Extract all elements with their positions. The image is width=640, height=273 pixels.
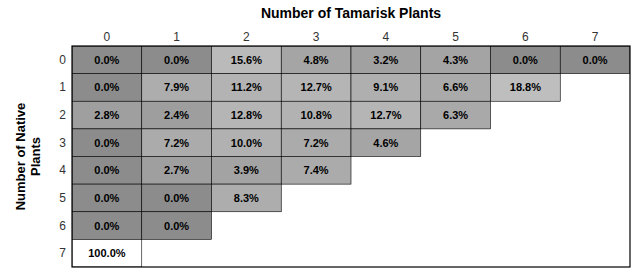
cell — [281, 101, 351, 129]
cell — [142, 129, 212, 157]
cell — [142, 46, 212, 74]
data-label: 3.2% — [373, 54, 398, 66]
x-tick-label: 3 — [313, 30, 320, 44]
data-label: 0.0% — [94, 220, 119, 232]
cell — [491, 74, 561, 102]
cell — [72, 74, 142, 102]
data-label: 0.0% — [94, 164, 119, 176]
data-label: 4.6% — [373, 137, 398, 149]
x-tick-label: 7 — [592, 30, 599, 44]
cell — [142, 74, 212, 102]
data-label: 100.0% — [88, 247, 126, 259]
cell — [281, 46, 351, 74]
data-label: 0.0% — [164, 54, 189, 66]
data-label: 0.0% — [583, 54, 608, 66]
cell — [421, 101, 491, 129]
cell — [142, 101, 212, 129]
cell — [212, 184, 282, 212]
x-tick-label: 0 — [104, 30, 111, 44]
cell — [212, 129, 282, 157]
data-label: 18.8% — [510, 81, 541, 93]
data-label: 12.7% — [370, 109, 401, 121]
data-label: 10.0% — [231, 137, 262, 149]
data-label: 4.3% — [443, 54, 468, 66]
cell — [72, 239, 142, 267]
data-label: 0.0% — [164, 220, 189, 232]
cell — [72, 157, 142, 185]
y-axis-label: Number of NativePlants — [13, 103, 43, 211]
x-tick-label: 5 — [452, 30, 459, 44]
y-tick-label: 7 — [59, 246, 66, 260]
data-label: 0.0% — [94, 54, 119, 66]
cell-labels: 0.0% 0.0% 15.6% 4.8% 3.2% 4.3% 0.0% 0.0% 0.0% 7.9… — [88, 54, 608, 259]
data-label: 2.4% — [164, 109, 189, 121]
cell — [212, 74, 282, 102]
cell — [72, 129, 142, 157]
cell — [72, 46, 142, 74]
x-tick-label: 4 — [383, 30, 390, 44]
y-tick-label: 1 — [59, 80, 66, 94]
cell — [351, 101, 421, 129]
data-label: 10.8% — [301, 109, 332, 121]
data-label: 0.0% — [164, 192, 189, 204]
cell — [421, 46, 491, 74]
x-tick-label: 6 — [522, 30, 529, 44]
data-label: 3.9% — [234, 164, 259, 176]
data-label: 7.2% — [164, 137, 189, 149]
x-tick-label: 2 — [243, 30, 250, 44]
y-tick-label: 2 — [59, 108, 66, 122]
cell — [351, 46, 421, 74]
cell — [351, 129, 421, 157]
y-tick-label: 0 — [59, 53, 66, 67]
data-label: 7.2% — [304, 137, 329, 149]
y-tick-label: 3 — [59, 136, 66, 150]
cell — [281, 157, 351, 185]
cell — [212, 46, 282, 74]
cell — [72, 212, 142, 240]
cell — [212, 157, 282, 185]
data-label: 7.9% — [164, 81, 189, 93]
frame — [72, 46, 630, 267]
cell — [281, 74, 351, 102]
y-tick-label: 4 — [59, 163, 66, 177]
data-label: 8.3% — [234, 192, 259, 204]
data-label: 2.7% — [164, 164, 189, 176]
cell — [72, 101, 142, 129]
cell — [491, 46, 561, 74]
data-label: 0.0% — [94, 137, 119, 149]
cell — [72, 184, 142, 212]
data-label: 12.8% — [231, 109, 262, 121]
cell — [142, 212, 212, 240]
data-label: 7.4% — [304, 164, 329, 176]
x-axis-label: Number of Tamarisk Plants — [261, 5, 441, 21]
data-label: 6.3% — [443, 109, 468, 121]
data-label: 11.2% — [231, 81, 262, 93]
chart: 0.0% 0.0% 15.6% 4.8% 3.2% 4.3% 0.0% 0.0% 0.0% 7.9… — [0, 0, 640, 273]
y-tick-label: 6 — [59, 219, 66, 233]
cell — [560, 46, 630, 74]
cell — [212, 101, 282, 129]
cells — [72, 46, 630, 267]
cell — [281, 129, 351, 157]
cell — [142, 157, 212, 185]
cell — [351, 74, 421, 102]
data-label: 4.8% — [304, 54, 329, 66]
cell — [142, 184, 212, 212]
data-label: 12.7% — [301, 81, 332, 93]
data-label: 2.8% — [94, 109, 119, 121]
data-label: 9.1% — [373, 81, 398, 93]
data-label: 15.6% — [231, 54, 262, 66]
data-label: 0.0% — [94, 192, 119, 204]
data-label: 6.6% — [443, 81, 468, 93]
data-label: 0.0% — [513, 54, 538, 66]
cell — [421, 74, 491, 102]
y-tick-label: 5 — [59, 191, 66, 205]
x-tick-label: 1 — [173, 30, 180, 44]
data-label: 0.0% — [94, 81, 119, 93]
